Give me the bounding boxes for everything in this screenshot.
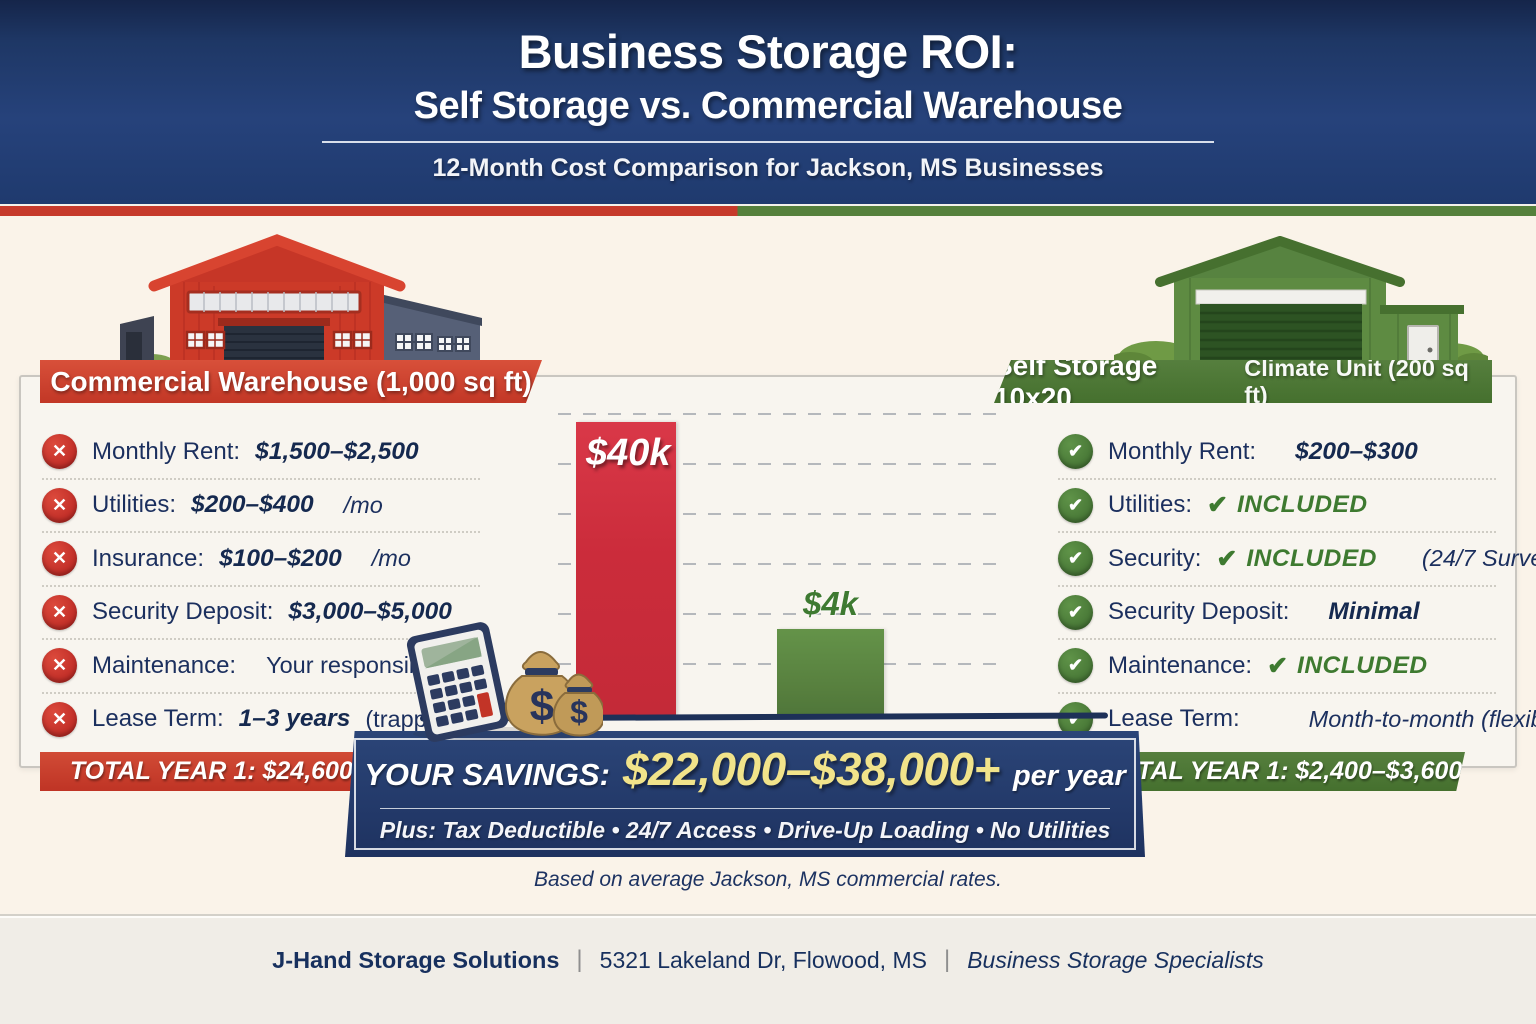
chart-gridline [558,563,1008,565]
item-label: Security Deposit: [1108,598,1290,626]
list-item: ✔ Security: ✔ INCLUDED (24/7 Survelllanc… [1058,533,1536,587]
svg-text:$: $ [530,682,554,731]
x-circle-icon: ✕ [42,541,77,577]
check-icon: ✔ [1207,491,1228,520]
included-label: INCLUDED [1236,491,1368,519]
check-icon: ✔ [1216,544,1238,573]
warehouse-cost-bar: $40k [576,422,676,716]
savings-headline: YOUR SAVINGS: $22,000–$38,000+ per year [345,742,1145,796]
x-circle-icon: ✕ [42,648,77,684]
list-item: ✕ Utilities: $200–$400 /mo [42,480,480,533]
item-value: $200–$400 [191,491,314,519]
item-value: $1,500–$2,500 [255,437,419,465]
warehouse-column-header: Commercial Warehouse (1,000 sq ft) [40,360,542,403]
item-label: Monthly Rent: [1108,437,1257,465]
savings-banner-frame [354,738,1136,850]
item-label: Security: [1108,544,1202,572]
list-item: ✔ Utilities: ✔ INCLUDED [1058,480,1496,533]
warehouse-column-title: Commercial Warehouse (1,000 sq ft) [50,365,532,397]
storage-item-list: ✔ Monthly Rent: $200–$300 ✔ Utilities: ✔… [1058,426,1536,746]
item-value: 1–3 years [238,705,351,733]
storage-cost-bar [777,629,884,716]
x-circle-icon: ✕ [42,594,77,630]
chart-gridline [558,463,1008,465]
x-circle-icon: ✕ [42,434,77,470]
check-circle-icon: ✔ [1058,648,1093,684]
calculator-money-icon: $ $ [406,622,603,742]
item-value: Minimal [1328,598,1420,626]
footer-separator: | [943,946,951,973]
item-note-italic: /mo [371,545,411,572]
savings-divider [380,808,1110,809]
storage-unit-illustration [1114,236,1488,378]
storage-column-header: Self Storage 10x20 Climate Unit (200 sq … [994,360,1492,403]
storage-bar-label: $4k [802,585,859,622]
money-bag-icon: $ [552,673,603,737]
warehouse-illustration [120,234,482,376]
check-circle-icon: ✔ [1058,594,1093,630]
item-value: $200–$300 [1295,437,1418,465]
savings-banner: YOUR SAVINGS: $22,000–$38,000+ per year … [345,731,1145,857]
page-subtitle: Self Storage vs. Commercial Warehouse [413,85,1123,127]
calculator-icon [406,622,509,742]
item-label: Insurance: [92,544,205,572]
header-tagline: 12-Month Cost Comparison for Jackson, MS… [432,154,1104,182]
company-address: 5321 Lakeland Dr, Flowood, MS [599,946,927,973]
list-item: ✕ Monthly Rent: $1,500–$2,500 [42,426,480,480]
storage-column-title-bold: Self Storage 10x20 [994,349,1158,413]
footer-bar: J-Hand Storage Solutions | 5321 Lakeland… [0,914,1536,1024]
savings-suffix: per year [1012,760,1126,792]
item-value: $3,000–$5,000 [288,598,452,626]
item-label: Security Deposit: [92,598,274,626]
chart-gridline [558,413,1008,415]
svg-text:$: $ [570,694,588,730]
item-note-italic: /mo [343,491,383,518]
savings-amount: $22,000–$38,000+ [622,743,1001,795]
x-circle-icon: ✕ [42,701,77,737]
storage-column-title-rest: Climate Unit (200 sq ft) [1244,354,1469,408]
list-item: ✕ Security Deposit: $3,000–$5,000 [42,587,480,640]
savings-benefits-line: Plus: Tax Deductible • 24/7 Access • Dri… [379,817,1111,843]
check-circle-icon: ✔ [1058,487,1093,523]
item-label: Utilities: [1108,491,1193,519]
included-label: INCLUDED [1297,651,1428,679]
warehouse-bar-label: $40k [586,432,671,474]
savings-label: YOUR SAVINGS: [364,757,610,792]
page-title: Business Storage ROI: [518,25,1018,78]
check-circle-icon: ✔ [1058,434,1093,470]
company-tagline: Business Storage Specialists [967,946,1264,973]
footer-row: J-Hand Storage Solutions | 5321 Lakeland… [0,946,1536,974]
list-item: ✔ Security Deposit: Minimal [1058,587,1496,640]
item-label: Monthly Rent: [92,437,241,465]
item-note-italic: (24/7 Survelllance) [1421,545,1536,572]
item-note-italic: Month-to-month (flexible) [1308,705,1536,732]
check-circle-icon: ✔ [1058,541,1093,577]
storage-total-text: TOTAL YEAR 1: $2,400–$3,600 [1102,757,1463,785]
item-label: Utilities: [92,491,177,519]
chart-gridline [558,613,1008,615]
list-item: ✔ Maintenance: ✔ INCLUDED [1058,640,1496,694]
footer-separator: | [576,946,583,973]
list-item: ✕ Insurance: $100–$200 /mo [42,533,480,587]
item-label: Lease Term: [92,705,224,733]
x-circle-icon: ✕ [42,487,77,523]
company-name: J-Hand Storage Solutions [272,946,560,973]
item-value: $100–$200 [219,544,342,572]
red-green-stripe [0,206,1536,216]
included-label: INCLUDED [1246,544,1377,572]
check-icon: ✔ [1267,651,1289,680]
header-banner: Business Storage ROI: Self Storage vs. C… [0,0,1536,206]
item-label: Maintenance: [1108,651,1253,679]
list-item: ✔ Monthly Rent: $200–$300 [1058,426,1496,480]
footnote: Based on average Jackson, MS commercial … [533,868,1003,891]
comparison-panel [19,375,1517,768]
item-label: Maintenance: [92,651,237,679]
list-item: ✔ Lease Term: Month-to-month (flexible) [1058,694,1536,746]
chart-gridline [558,513,1008,515]
header-divider [322,141,1214,143]
storage-total-banner: TOTAL YEAR 1: $2,400–$3,600 [1100,752,1465,791]
item-label: Lease Term: [1108,705,1240,733]
